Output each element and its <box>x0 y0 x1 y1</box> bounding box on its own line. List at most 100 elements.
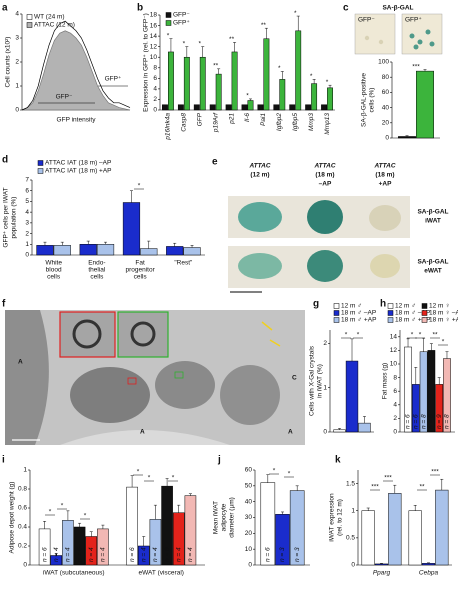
y-tick-label: 6 <box>25 187 29 194</box>
row-label: SA-β-GAL <box>417 209 448 216</box>
legend-label: ATTAC (12 m) <box>34 22 75 29</box>
error-bar <box>266 474 270 483</box>
x-tick-label: iWAT (subcutaneous) <box>43 570 105 577</box>
panel-letter: g <box>313 299 319 310</box>
n-label: n = 4 <box>100 547 107 562</box>
tissue <box>307 250 343 282</box>
panel-letter: e <box>212 157 218 168</box>
y-tick-label: 14 <box>150 33 158 40</box>
significance: * <box>411 332 414 339</box>
y-tick-label: 2 <box>25 230 29 237</box>
error-bar <box>248 98 252 101</box>
error-bar <box>173 242 177 247</box>
x-tick-label: Il-6 <box>244 113 251 122</box>
bar <box>241 104 248 111</box>
inset-detail <box>130 321 156 347</box>
y-tick-label: 30 <box>245 514 253 521</box>
significance: *** <box>371 484 379 491</box>
error-bar <box>54 553 58 556</box>
y-tick-label: 1 <box>25 241 29 248</box>
error-bar <box>281 511 284 515</box>
bar <box>140 248 158 256</box>
bar <box>421 563 436 566</box>
error-bar <box>177 504 181 513</box>
x-tick-label: eWAT (visceral) <box>139 570 184 577</box>
legend-label: GFP⁻ <box>173 12 190 19</box>
legend-swatch <box>165 12 172 18</box>
annotation: GFP⁻ <box>56 94 73 101</box>
significance: * <box>294 10 297 17</box>
significance: * <box>278 65 281 72</box>
error-bar <box>201 46 205 58</box>
y-axis-label: Fat mass (g) <box>382 363 389 399</box>
error-bar <box>217 68 221 75</box>
y-tick-label: 10 <box>150 54 158 61</box>
significance: * <box>84 513 87 520</box>
y-tick-label: 10 <box>245 546 253 553</box>
bar <box>53 245 71 256</box>
legend-swatch <box>26 14 33 20</box>
legend-label: 18 m ♂ +AP <box>341 317 376 324</box>
panel-letter: d <box>2 155 8 166</box>
annotation: GFP⁺ <box>105 76 122 83</box>
bar <box>333 429 346 433</box>
y-tick-label: 1.5 <box>346 480 355 487</box>
y-tick-label: 8 <box>393 374 397 381</box>
error-bar <box>406 338 410 347</box>
stained-cell <box>413 44 419 50</box>
x-tick-label: Cebpa <box>419 570 439 577</box>
bar <box>416 70 434 139</box>
error-bar <box>429 343 433 351</box>
bar <box>279 79 286 111</box>
y-tick-label: 0 <box>23 562 27 569</box>
cell <box>378 39 384 45</box>
panel-letter: b <box>137 3 143 14</box>
y-tick-label: 4 <box>15 11 19 18</box>
legend-swatch <box>333 310 340 316</box>
legend-label: 18 m ♀ +AP <box>429 317 458 324</box>
bar <box>247 100 254 111</box>
error-bar <box>43 521 47 529</box>
y-axis-label: Mean iWAT <box>213 501 220 534</box>
stained-cell <box>429 41 435 47</box>
bar <box>273 104 280 111</box>
y-tick-label: 4 <box>153 86 157 93</box>
photo-label: GFP⁻ <box>358 17 375 24</box>
n-label: n = 8 <box>444 414 451 429</box>
x-tick-label: p19Arf <box>212 112 219 133</box>
cell-region <box>5 310 49 445</box>
significance: * <box>199 40 202 47</box>
significance: ** <box>213 63 219 70</box>
column-label: (12 m) <box>250 172 269 179</box>
bar <box>321 104 327 111</box>
y-tick-label: 5 <box>25 198 29 205</box>
legend-label: 12 m ♂ <box>341 303 362 310</box>
n-label: n = 8 <box>428 414 435 429</box>
error-bar <box>129 190 133 203</box>
y-tick-label: 40 <box>382 104 390 111</box>
x-tick-label: thelial <box>88 267 106 274</box>
legend-swatch <box>387 317 394 323</box>
panel-letter: h <box>380 299 386 310</box>
error-bar <box>104 241 108 245</box>
legend-swatch <box>421 317 428 323</box>
x-tick-label: Endo- <box>88 260 105 267</box>
y-tick-label: 0 <box>351 562 355 569</box>
y-tick-label: 1 <box>323 384 327 391</box>
significance: * <box>310 73 313 80</box>
region-label: A <box>288 429 293 436</box>
y-tick-label: 20 <box>382 120 390 127</box>
y-axis-label: Adipose depot weight (g) <box>9 482 16 554</box>
y-axis-label: Cell counts (x10²) <box>5 37 12 88</box>
error-bar <box>445 351 449 359</box>
significance: * <box>183 40 186 47</box>
y-tick-label: 16 <box>150 22 158 29</box>
significance: * <box>167 32 170 39</box>
cell-region <box>220 365 280 425</box>
legend-label: 18 m ♂ +AP <box>395 317 430 324</box>
legend-label: GFP⁺ <box>173 20 190 27</box>
error-bar <box>130 475 134 488</box>
panel-letter: f <box>2 299 6 310</box>
bar <box>96 244 115 256</box>
cell-region <box>60 430 230 445</box>
